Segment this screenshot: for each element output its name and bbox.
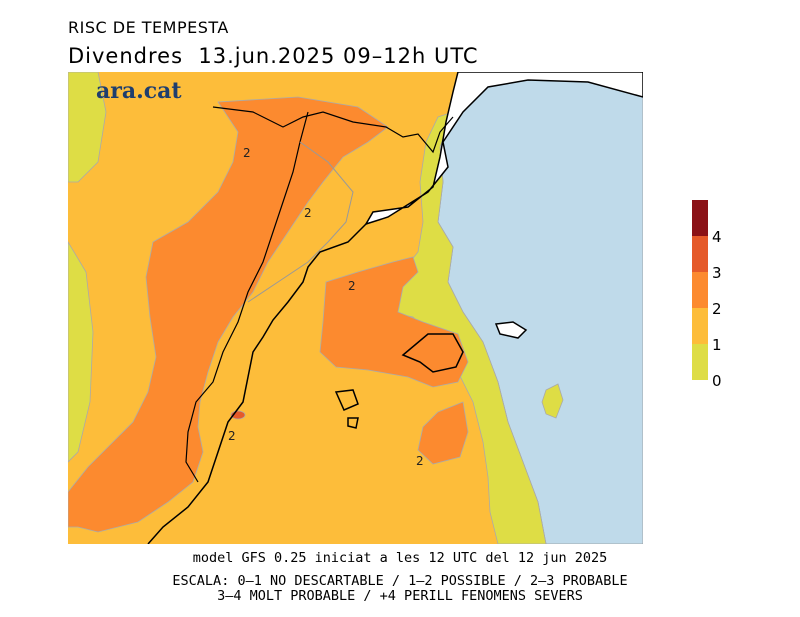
map-svg: 2 2 2 2 2	[68, 72, 643, 544]
risk-area-0-1-northwest	[68, 72, 107, 183]
island-east	[494, 321, 528, 339]
contour-label: 2	[348, 279, 356, 293]
region-line	[247, 141, 354, 303]
risk-area-2-3-inland	[68, 96, 389, 533]
contour-label: 2	[228, 429, 236, 443]
risk-area-0-1-west	[68, 241, 94, 463]
legend-colorbar	[692, 200, 708, 380]
model-info: model GFS 0.25 iniciat a les 12 UTC del …	[192, 550, 608, 566]
risk-area-2-3-east	[319, 256, 469, 388]
contour-label: 2	[243, 146, 251, 160]
island-large	[401, 333, 464, 373]
contour-label: 2	[304, 206, 312, 220]
legend-label: 4	[712, 228, 722, 246]
coastline	[147, 223, 367, 544]
legend-swatch-1-2	[692, 308, 708, 344]
legend-label: 2	[712, 300, 722, 318]
risk-area-2-3-south	[417, 401, 469, 465]
legend-swatch-4-plus	[692, 200, 708, 236]
land-no-data	[364, 72, 643, 226]
legend-swatch-2-3	[692, 272, 708, 308]
legend-swatch-3-4	[692, 236, 708, 272]
legend-label: 0	[712, 372, 722, 390]
legend-label: 1	[712, 336, 722, 354]
chart-title: RISC DE TEMPESTA	[68, 18, 229, 37]
border-line	[212, 106, 454, 154]
legend-swatch-0-1	[692, 344, 708, 380]
scale-line-1: ESCALA: 0–1 NO DESCARTABLE / 1–2 POSSIBL…	[172, 573, 628, 589]
island-medium	[334, 389, 359, 411]
forecast-date: Divendres 13.jun.2025 09–12h UTC	[68, 44, 479, 68]
island-far-east	[541, 383, 564, 419]
scale-line-2: 3–4 MOLT PROBABLE / +4 PERILL FENOMENS S…	[217, 588, 583, 604]
risk-area-0-1-coast	[349, 111, 547, 544]
brand-logo: ara.cat	[96, 78, 182, 104]
legend-label: 3	[712, 264, 722, 282]
storm-risk-map: 2 2 2 2 2 ara.cat	[68, 72, 643, 544]
contour-label: 2	[416, 454, 424, 468]
border-line-inland	[185, 111, 309, 483]
island-small	[347, 417, 359, 429]
